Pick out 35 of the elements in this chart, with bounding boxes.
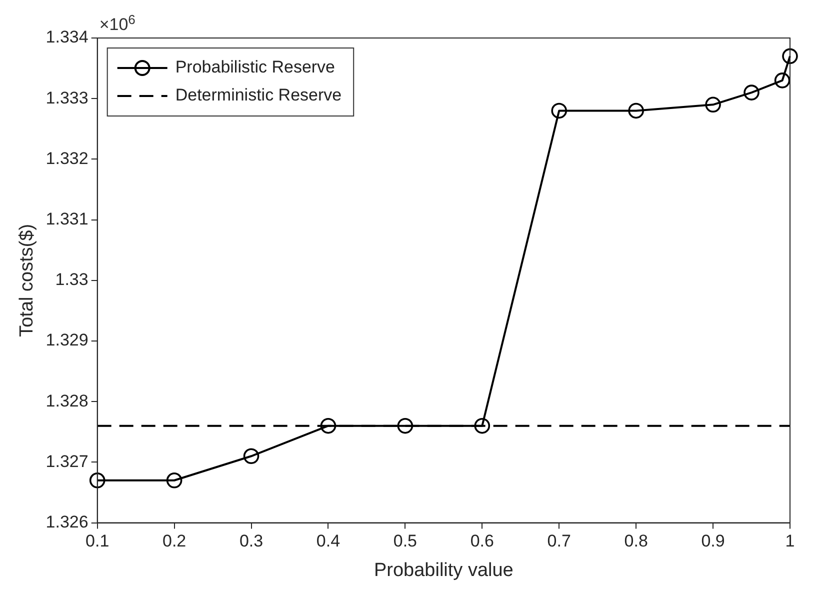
y-tick-label: 1.331 (46, 209, 88, 228)
y-axis-title: Total costs($) (16, 224, 38, 337)
y-tick-label: 1.326 (46, 512, 88, 532)
point (320, 418, 336, 434)
y-tick-label: 1.327 (46, 452, 88, 471)
point (243, 448, 260, 464)
point (166, 472, 182, 488)
point (774, 72, 790, 88)
point (89, 472, 106, 488)
point (397, 418, 414, 434)
y-tick-label: 1.332 (46, 148, 88, 168)
y-tick-label: 1.334 (46, 28, 88, 47)
x-tick-label: 0.9 (701, 532, 725, 551)
legend-label: Probabilistic Reserve (175, 58, 336, 77)
point (551, 102, 568, 119)
point (628, 102, 644, 119)
point (744, 84, 760, 100)
x-axis-title: Probability value (374, 560, 514, 581)
y-tick-label: 1.329 (46, 330, 88, 350)
y-tick-label: 1.333 (46, 88, 88, 108)
x-tick-label: 0.3 (239, 532, 264, 551)
x-tick-label: 0.4 (316, 532, 340, 551)
point (705, 96, 721, 113)
point (782, 48, 798, 64)
y-tick-label: 1.328 (46, 391, 88, 410)
point (474, 418, 490, 434)
legend-label: Deterministic Reserve (175, 86, 342, 105)
x-tick-label: 1 (785, 532, 795, 551)
x-tick-label: 0.8 (624, 532, 648, 551)
x-tick-label: 0.7 (547, 532, 571, 551)
x-tick-label: 0.2 (162, 532, 186, 551)
y-tick-label: 1.33 (55, 270, 88, 290)
x-tick-label: 0.1 (86, 532, 110, 551)
x-tick-label: 0.5 (393, 532, 418, 551)
x-tick-label: 0.6 (470, 532, 494, 551)
